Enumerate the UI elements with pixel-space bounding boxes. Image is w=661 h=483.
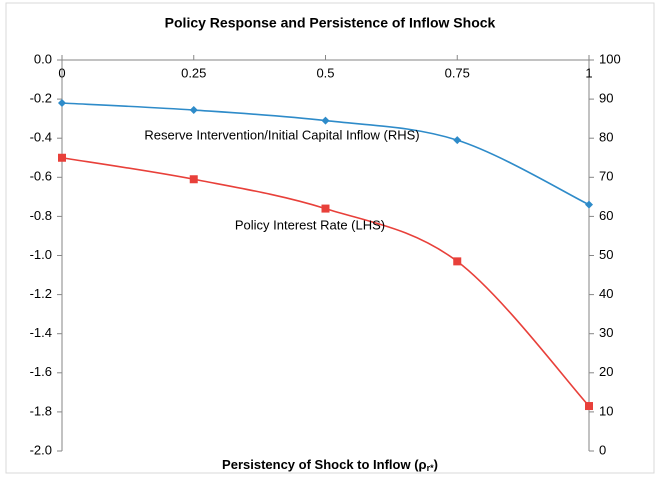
- point-marker: [585, 402, 593, 411]
- x-axis-label-main: Persistency of Shock to Inflow (ρ: [222, 457, 427, 472]
- y-tick-label: -0.2: [30, 91, 52, 106]
- point-marker: [453, 136, 462, 145]
- y-tick-label: -1.2: [30, 286, 52, 301]
- x-axis-label-sub: r*: [427, 463, 435, 473]
- point-marker: [321, 116, 330, 125]
- y-tick-label: -2.0: [30, 442, 52, 457]
- point-marker: [453, 257, 462, 266]
- y2-tick-label: 40: [599, 286, 613, 301]
- y2-tick-label: 80: [599, 130, 613, 145]
- y2-tick-label: 90: [599, 91, 613, 106]
- chart-title: Policy Response and Persistence of Inflo…: [165, 15, 496, 31]
- x-tick-label: 0.75: [445, 65, 470, 80]
- y-tick-label: -1.6: [30, 364, 52, 379]
- y-tick-label: -1.0: [30, 247, 52, 262]
- y2-tick-label: 0: [599, 442, 606, 457]
- series-annotation: Policy Interest Rate (LHS): [235, 217, 385, 232]
- y-tick-label: -1.8: [30, 403, 52, 418]
- y2-tick-label: 30: [599, 325, 613, 340]
- y2-tick-label: 100: [599, 51, 621, 66]
- y-tick-label: -0.4: [30, 130, 52, 145]
- y2-tick-label: 50: [599, 247, 613, 262]
- y2-tick-label: 10: [599, 403, 613, 418]
- series-annotation: Reserve Intervention/Initial Capital Inf…: [144, 127, 419, 142]
- series-line: [61, 156, 590, 407]
- x-tick-label: 0: [58, 65, 65, 80]
- point-marker: [585, 200, 593, 209]
- x-axis-label: Persistency of Shock to Inflow (ρr*): [222, 457, 438, 473]
- y-tick-label: 0.0: [34, 51, 52, 66]
- y2-tick-label: 20: [599, 364, 613, 379]
- y2-tick-label: 70: [599, 169, 613, 184]
- y-tick-label: -1.4: [30, 325, 52, 340]
- chart-frame: [5, 2, 655, 474]
- x-tick-label: 0.25: [181, 65, 206, 80]
- y-tick-label: -0.6: [30, 169, 52, 184]
- point-marker: [321, 204, 330, 213]
- point-marker: [58, 99, 66, 108]
- x-tick-label: 0.5: [316, 65, 334, 80]
- point-marker: [58, 153, 66, 162]
- x-tick-label: 1: [585, 65, 592, 80]
- point-marker: [189, 175, 198, 184]
- point-marker: [189, 106, 198, 115]
- x-axis-label-end: ): [434, 457, 438, 472]
- y2-tick-label: 60: [599, 208, 613, 223]
- y-tick-label: -0.8: [30, 208, 52, 223]
